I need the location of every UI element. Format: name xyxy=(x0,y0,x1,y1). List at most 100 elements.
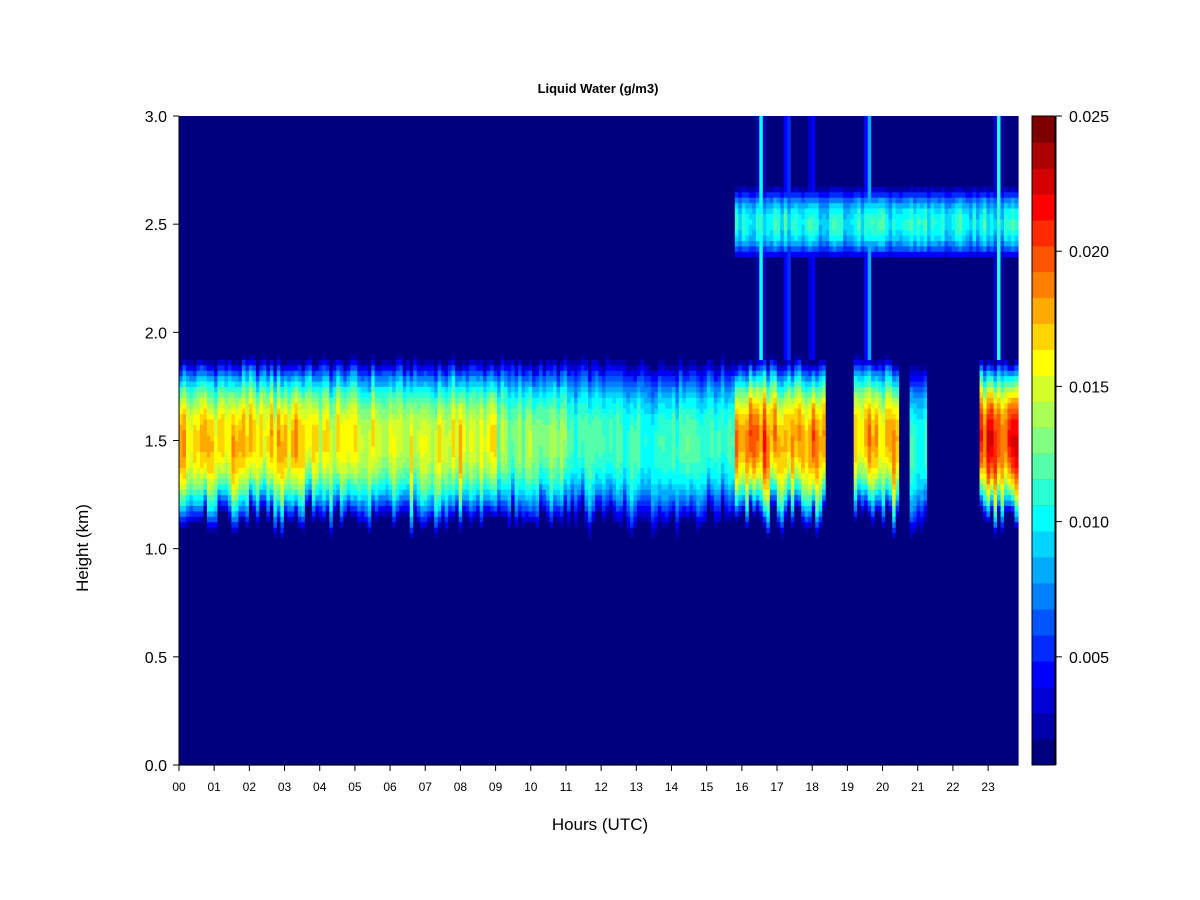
heatmap-cell xyxy=(612,116,617,360)
heatmap-cell xyxy=(633,370,638,377)
heatmap-cell xyxy=(892,413,897,420)
heatmap-cell xyxy=(483,489,488,496)
heatmap-cell xyxy=(762,429,767,452)
heatmap-cell xyxy=(332,489,337,496)
heatmap-cell xyxy=(329,521,334,528)
heatmap-cell xyxy=(895,197,900,204)
heatmap-cell xyxy=(797,467,802,474)
heatmap-cell xyxy=(811,391,816,398)
heatmap-cell xyxy=(668,494,673,501)
heatmap-cell xyxy=(678,386,683,398)
heatmap-cell xyxy=(409,516,414,523)
heatmap-cell xyxy=(836,207,841,214)
heatmap-cell xyxy=(874,397,879,404)
heatmap-cell xyxy=(339,391,344,398)
heatmap-cell xyxy=(692,462,697,479)
heatmap-cell xyxy=(213,397,219,404)
heatmap-cell xyxy=(322,397,327,409)
heatmap-cell xyxy=(245,510,250,517)
heatmap-cell xyxy=(738,505,743,512)
heatmap-cell xyxy=(423,521,428,528)
heatmap-cell xyxy=(556,391,561,398)
heatmap-cell xyxy=(885,213,890,236)
heatmap-cell xyxy=(332,478,337,485)
heatmap-cell xyxy=(629,478,635,490)
heatmap-cell xyxy=(787,213,792,231)
heatmap-cell xyxy=(892,197,897,204)
heatmap-cell xyxy=(783,494,788,501)
heatmap-cell xyxy=(360,505,365,512)
heatmap-cell xyxy=(318,364,323,371)
heatmap-cell xyxy=(808,397,813,404)
heatmap-cell xyxy=(682,462,687,474)
heatmap-cell xyxy=(248,386,254,393)
heatmap-cell xyxy=(815,413,820,420)
heatmap-cell xyxy=(318,375,323,382)
heatmap-cell xyxy=(598,456,603,469)
heatmap-cell xyxy=(343,418,348,463)
heatmap-cell xyxy=(486,364,491,371)
heatmap-cell xyxy=(360,494,365,501)
heatmap-cell xyxy=(378,505,383,512)
heatmap-cell xyxy=(297,510,302,517)
heatmap-cell xyxy=(822,245,827,252)
heatmap-cell xyxy=(783,364,788,371)
heatmap-cell xyxy=(357,116,362,360)
heatmap-cell xyxy=(528,370,533,377)
heatmap-cell xyxy=(853,462,858,474)
heatmap-cell xyxy=(374,408,379,420)
heatmap-cell xyxy=(794,440,799,458)
heatmap-cell xyxy=(867,375,872,382)
heatmap-cell xyxy=(539,483,544,490)
heatmap-cell xyxy=(245,381,250,388)
heatmap-cell xyxy=(248,397,254,404)
heatmap-cell xyxy=(654,408,659,415)
heatmap-cell xyxy=(479,505,484,512)
heatmap-cell xyxy=(311,478,316,485)
heatmap-cell xyxy=(741,424,746,452)
heatmap-cell xyxy=(469,370,474,377)
heatmap-cell xyxy=(689,462,694,474)
heatmap-cell xyxy=(238,381,243,388)
heatmap-cell xyxy=(773,386,778,393)
heatmap-cell xyxy=(643,402,649,415)
heatmap-cell xyxy=(790,489,795,496)
heatmap-cell xyxy=(497,386,502,393)
heatmap-cell xyxy=(416,397,421,409)
heatmap-cell xyxy=(825,240,830,247)
heatmap-cell xyxy=(595,451,600,469)
heatmap-cell xyxy=(888,494,893,501)
heatmap-cell xyxy=(643,472,649,485)
heatmap-cell xyxy=(199,381,205,388)
heatmap-cell xyxy=(469,451,474,469)
heatmap-cell xyxy=(682,402,687,409)
heatmap-cell xyxy=(241,483,247,490)
heatmap-cell xyxy=(458,472,463,479)
heatmap-cell xyxy=(839,256,844,766)
heatmap-cell xyxy=(692,364,697,371)
heatmap-cell xyxy=(846,234,851,241)
heatmap-cell xyxy=(486,510,491,517)
heatmap-cell xyxy=(325,489,330,496)
heatmap-cell xyxy=(210,483,215,490)
heatmap-cell xyxy=(892,202,897,209)
heatmap-cell xyxy=(532,364,537,371)
heatmap-cell xyxy=(762,116,767,193)
heatmap-cell xyxy=(280,386,285,393)
heatmap-cell xyxy=(885,381,890,388)
heatmap-cell xyxy=(829,116,834,187)
heatmap-cell xyxy=(906,116,911,187)
heatmap-cell xyxy=(892,364,897,371)
heatmap-cell xyxy=(472,375,477,382)
heatmap-cell xyxy=(427,472,432,485)
heatmap-cell xyxy=(794,505,799,766)
heatmap-cell xyxy=(196,483,201,490)
heatmap-cell xyxy=(801,381,806,388)
heatmap-cell xyxy=(556,521,561,766)
heatmap-cell xyxy=(444,521,449,528)
heatmap-cell xyxy=(738,245,743,252)
heatmap-cell xyxy=(283,370,288,377)
heatmap-cell xyxy=(465,370,470,377)
heatmap-cell xyxy=(325,478,330,485)
heatmap-cell xyxy=(745,510,750,517)
